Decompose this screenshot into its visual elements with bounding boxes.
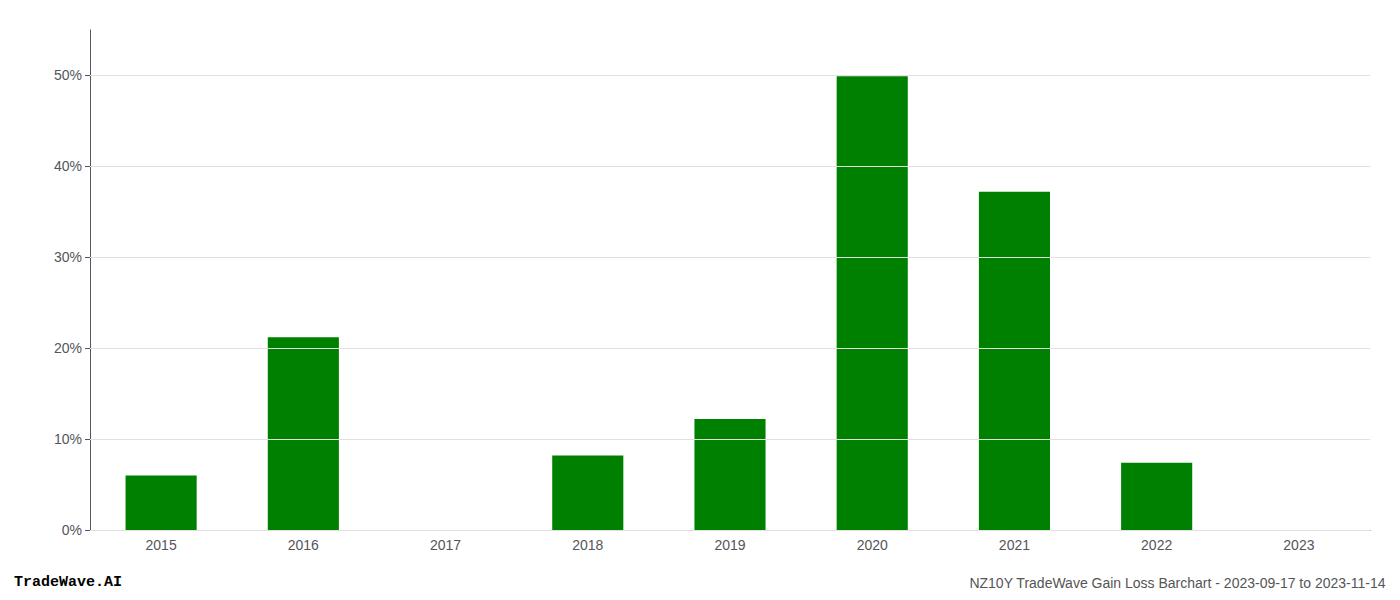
svg-text:2015: 2015 <box>146 537 177 553</box>
svg-text:30%: 30% <box>54 249 82 265</box>
svg-text:TradeWave.AI: TradeWave.AI <box>14 574 122 591</box>
svg-text:2016: 2016 <box>288 537 319 553</box>
svg-text:40%: 40% <box>54 158 82 174</box>
svg-text:2021: 2021 <box>999 537 1030 553</box>
svg-text:2019: 2019 <box>714 537 745 553</box>
svg-text:2017: 2017 <box>430 537 461 553</box>
svg-text:10%: 10% <box>54 431 82 447</box>
svg-text:0%: 0% <box>62 522 82 538</box>
svg-text:50%: 50% <box>54 67 82 83</box>
svg-text:NZ10Y TradeWave Gain Loss Barc: NZ10Y TradeWave Gain Loss Barchart - 202… <box>969 575 1385 591</box>
svg-text:2020: 2020 <box>857 537 888 553</box>
svg-text:20%: 20% <box>54 340 82 356</box>
svg-text:2022: 2022 <box>1141 537 1172 553</box>
svg-text:2023: 2023 <box>1283 537 1314 553</box>
svg-text:2018: 2018 <box>572 537 603 553</box>
